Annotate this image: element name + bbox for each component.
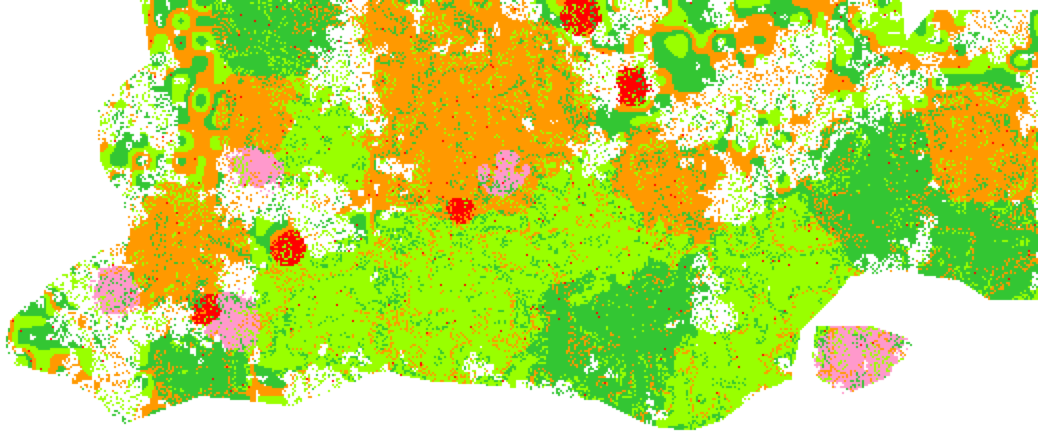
land-cover-map[interactable]	[0, 0, 1038, 442]
